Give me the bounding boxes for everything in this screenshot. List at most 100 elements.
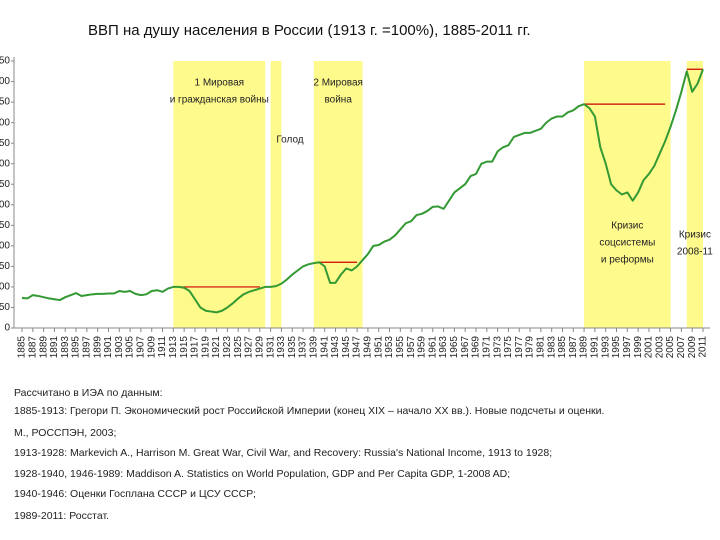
band: [686, 61, 703, 328]
x-tick-label: 2009: [687, 336, 698, 359]
x-tick-label: 1935: [287, 336, 298, 359]
source-note: 1928-1940, 1946-1989: Maddison A. Statis…: [14, 468, 510, 480]
band-label: и гражданская войны: [170, 95, 269, 106]
source-note: 1913-1928: Markevich A., Harrison M. Gre…: [14, 447, 552, 459]
x-tick-label: 1969: [471, 336, 482, 359]
x-tick-label: 1971: [481, 336, 492, 359]
band-label: и реформы: [601, 254, 654, 266]
source-note: 1989-2011: Росстат.: [14, 510, 109, 522]
x-tick-label: 1895: [71, 336, 82, 359]
x-tick-label: 1925: [233, 336, 244, 359]
x-tick-label: 1953: [384, 336, 395, 359]
x-tick-label: 1927: [244, 336, 255, 359]
x-tick-label: 1911: [157, 336, 168, 358]
x-tick-label: 1975: [503, 336, 514, 359]
x-tick-label: 1929: [254, 336, 265, 359]
chart-title: ВВП на душу населения в России (1913 г. …: [88, 22, 531, 39]
x-tick-label: 1981: [535, 336, 546, 359]
y-tick-label: 600: [0, 76, 10, 87]
band-label: соцсистемы: [599, 238, 655, 249]
x-tick-label: 1905: [125, 336, 136, 359]
x-tick-label: 1931: [265, 336, 276, 359]
source-note: 1885-1913: Грегори П. Экономический рост…: [14, 405, 604, 417]
x-tick-label: 1939: [308, 336, 319, 359]
x-tick-label: 1945: [341, 336, 352, 359]
band: [270, 61, 282, 328]
x-tick-label: 1933: [276, 336, 287, 359]
x-tick-label: 1917: [190, 336, 201, 359]
y-tick-label: 0: [4, 323, 10, 334]
x-tick-label: 1985: [557, 336, 568, 359]
x-tick-label: 1907: [136, 336, 147, 359]
band: [584, 61, 671, 328]
y-tick-label: 200: [0, 240, 10, 251]
y-tick-label: 300: [0, 199, 10, 210]
x-tick-label: 1991: [590, 336, 601, 359]
x-tick-label: 1915: [179, 336, 190, 359]
y-tick-label: 50: [0, 302, 10, 313]
x-tick-label: 1957: [406, 336, 417, 359]
x-tick-label: 1947: [352, 336, 363, 359]
x-tick-label: 1937: [298, 336, 309, 359]
x-tick-label: 1885: [17, 336, 28, 359]
x-tick-label: 1891: [49, 336, 60, 359]
band-label: 2008-11: [677, 247, 713, 258]
y-tick-label: 500: [0, 117, 10, 128]
x-tick-label: 1989: [579, 336, 590, 359]
x-tick-label: 1943: [330, 336, 341, 359]
x-tick-label: 1889: [38, 336, 49, 359]
x-tick-label: 1979: [525, 336, 536, 359]
x-tick-label: 2011: [698, 336, 709, 358]
data-line: [21, 68, 704, 314]
x-tick-label: 1987: [568, 336, 579, 359]
x-tick-label: 1913: [168, 336, 179, 359]
y-tick-label: 150: [0, 261, 10, 272]
x-tick-label: 2007: [676, 336, 687, 359]
x-tick-label: 1887: [27, 336, 38, 359]
x-tick-label: 1993: [600, 336, 611, 359]
x-tick-label: 1903: [114, 336, 125, 359]
x-tick-label: 1959: [417, 336, 428, 359]
x-tick-label: 1995: [611, 336, 622, 359]
x-tick-label: 1951: [373, 336, 384, 359]
y-tick-label: 650: [0, 56, 10, 67]
source-note: 1940-1946: Оценки Госплана СССР и ЦСУ СС…: [14, 488, 256, 500]
x-tick-label: 2001: [644, 336, 655, 359]
y-tick-label: 100: [0, 282, 10, 293]
x-tick-label: 1897: [81, 336, 92, 359]
band-label: Кризис: [679, 230, 711, 241]
source-note: М., РОССПЭН, 2003;: [14, 427, 116, 439]
band-label: Кризис: [611, 221, 643, 232]
x-tick-label: 1999: [633, 336, 644, 359]
x-tick-label: 1921: [211, 336, 222, 359]
x-tick-label: 1901: [103, 336, 114, 359]
x-tick-label: 1961: [427, 336, 438, 359]
x-tick-label: 1923: [222, 336, 233, 359]
y-tick-label: 400: [0, 158, 10, 169]
band: [173, 61, 266, 328]
band-label: Голод: [276, 135, 303, 146]
band: [313, 61, 363, 328]
x-tick-label: 2005: [665, 336, 676, 359]
y-tick-label: 250: [0, 220, 10, 231]
source-note: Рассчитано в ИЭА по данным:: [14, 387, 163, 399]
x-tick-label: 1997: [622, 336, 633, 359]
band-label: 2 Мировая: [313, 78, 363, 89]
y-tick-label: 350: [0, 179, 10, 190]
x-tick-label: 1941: [319, 336, 330, 359]
x-tick-label: 1965: [449, 336, 460, 359]
x-tick-label: 1967: [460, 336, 471, 359]
x-tick-label: 1963: [438, 336, 449, 359]
band-label: 1 Мировая: [194, 78, 244, 89]
x-tick-label: 1983: [546, 336, 557, 359]
x-tick-label: 2003: [654, 336, 665, 359]
band-label: война: [324, 95, 352, 106]
x-tick-label: 1955: [395, 336, 406, 359]
x-tick-label: 1893: [60, 336, 71, 359]
x-tick-label: 1977: [514, 336, 525, 359]
x-tick-label: 1949: [363, 336, 374, 359]
x-tick-label: 1909: [146, 336, 157, 359]
y-tick-label: 450: [0, 138, 10, 149]
x-tick-label: 1899: [92, 336, 103, 359]
